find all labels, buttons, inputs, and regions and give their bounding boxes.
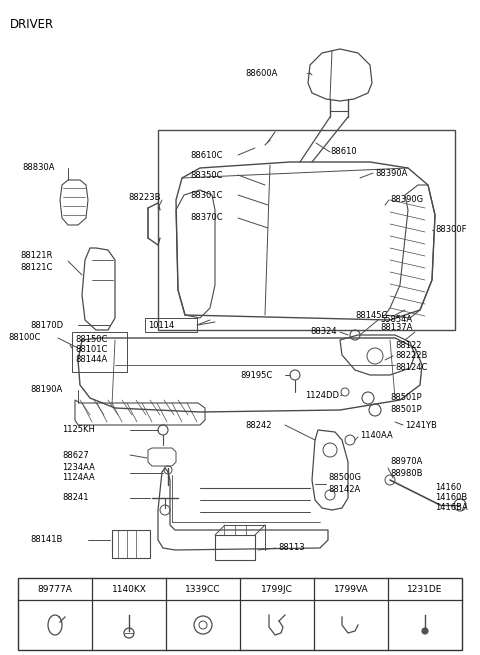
Text: 14160: 14160 [435, 483, 461, 493]
Circle shape [422, 628, 428, 634]
Text: 88501P: 88501P [390, 405, 421, 415]
Text: 88223B: 88223B [128, 193, 160, 202]
Text: 10114: 10114 [148, 320, 174, 329]
Bar [72, 332, 127, 372]
Text: 88170D: 88170D [30, 320, 63, 329]
Text: 88150C: 88150C [75, 335, 108, 345]
Text: 1799VA: 1799VA [334, 584, 368, 593]
Text: 88145C: 88145C [355, 310, 387, 320]
Text: 88144A: 88144A [75, 356, 107, 364]
Text: 88970A: 88970A [390, 457, 422, 466]
Text: 88121C: 88121C [20, 263, 52, 272]
Text: 88301C: 88301C [190, 191, 223, 200]
Text: 88350C: 88350C [190, 170, 223, 179]
Text: 88980B: 88980B [390, 470, 422, 479]
Text: 88600A: 88600A [246, 69, 278, 77]
Text: 88830A: 88830A [22, 164, 55, 172]
Text: 1231DE: 1231DE [408, 584, 443, 593]
Text: 88222B: 88222B [395, 350, 427, 360]
Text: 88141B: 88141B [30, 536, 62, 544]
Text: 88100C: 88100C [8, 333, 40, 343]
Text: 1339CC: 1339CC [185, 584, 221, 593]
Text: 88370C: 88370C [190, 214, 223, 223]
Text: 88501P: 88501P [390, 394, 421, 403]
Text: 14160B: 14160B [435, 493, 467, 502]
Text: 88627: 88627 [62, 451, 89, 460]
Text: 1416BA: 1416BA [435, 504, 468, 512]
Text: 88142A: 88142A [328, 485, 360, 495]
Bar [158, 130, 455, 330]
Text: 88190A: 88190A [30, 386, 62, 394]
Text: 88610: 88610 [330, 147, 357, 157]
Text: 1124AA: 1124AA [62, 474, 95, 483]
Text: 88242: 88242 [245, 421, 272, 430]
Text: 1799JC: 1799JC [261, 584, 293, 593]
Text: DRIVER: DRIVER [10, 18, 54, 31]
Text: 88390G: 88390G [390, 195, 423, 204]
Text: 88500G: 88500G [328, 474, 361, 483]
Text: 1140AA: 1140AA [360, 430, 393, 440]
Text: 1140KX: 1140KX [111, 584, 146, 593]
Text: 88300F: 88300F [435, 225, 467, 234]
Text: 1234AA: 1234AA [62, 464, 95, 472]
Text: 88121R: 88121R [20, 250, 52, 259]
Bar [112, 530, 150, 558]
Bar [18, 578, 462, 650]
Text: 1241YB: 1241YB [405, 421, 437, 430]
Text: 89195C: 89195C [240, 371, 272, 379]
Text: 55854A: 55854A [380, 316, 412, 324]
Text: 88137A: 88137A [380, 324, 412, 333]
Text: 89777A: 89777A [37, 584, 72, 593]
Text: 88113: 88113 [278, 544, 305, 553]
Bar [215, 535, 255, 560]
Text: 88390A: 88390A [375, 168, 408, 178]
Text: 1124DD: 1124DD [305, 390, 339, 400]
Text: 1125KH: 1125KH [62, 426, 95, 434]
Bar [145, 318, 197, 332]
Text: 88324: 88324 [310, 328, 336, 337]
Text: 88124C: 88124C [395, 364, 427, 373]
Text: 88122: 88122 [395, 341, 421, 350]
Text: 88610C: 88610C [190, 151, 223, 160]
Text: 88241: 88241 [62, 493, 88, 502]
Text: 88101C: 88101C [75, 345, 108, 354]
